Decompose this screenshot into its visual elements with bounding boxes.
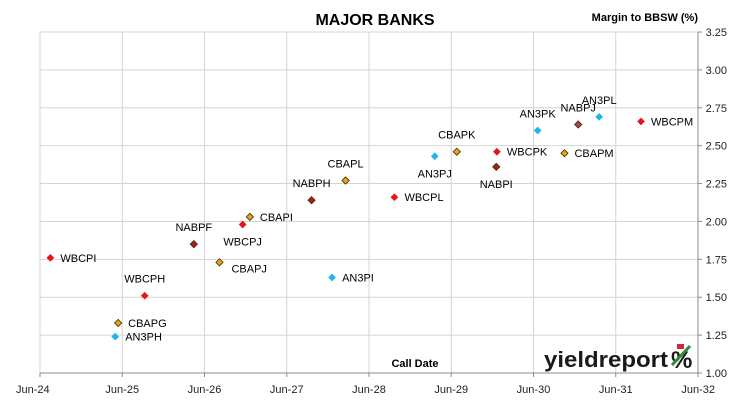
point-label-wbcpl: WBCPL <box>404 192 443 204</box>
yieldreport-logo: yieldreport % <box>544 344 692 374</box>
point-label-nabpf: NABPF <box>175 222 212 234</box>
point-label-cbapm: CBAPM <box>574 148 613 160</box>
x-tick-label: Jun-31 <box>599 384 633 396</box>
point-cbapj <box>215 258 224 267</box>
y-tick-label: 2.25 <box>706 179 727 191</box>
point-label-an3pl: AN3PL <box>582 95 617 107</box>
x-tick-label: Jun-30 <box>517 384 551 396</box>
point-an3pi <box>328 273 337 282</box>
point-nabpf <box>189 240 198 249</box>
point-label-nabph: NABPH <box>293 178 331 190</box>
point-wbcpi <box>46 253 55 262</box>
point-label-wbcph: WBCPH <box>124 274 165 286</box>
gridlines <box>39 31 699 374</box>
logo-text: yieldreport <box>544 347 669 372</box>
point-cbapl <box>341 176 350 185</box>
point-wbcpm <box>637 117 645 126</box>
point-an3pk <box>533 126 542 135</box>
point-cbapi <box>245 212 255 222</box>
x-axis-title: Call Date <box>391 358 438 370</box>
point-label-cbapj: CBAPJ <box>231 263 266 275</box>
point-label-nabpj: NABPJ <box>560 102 595 114</box>
point-cbapm <box>560 149 569 158</box>
x-tick-label: Jun-25 <box>105 384 139 396</box>
x-tick-label: Jun-27 <box>270 384 304 396</box>
y-tick-label: 3.00 <box>706 65 727 77</box>
x-tick-label: Jun-26 <box>188 384 222 396</box>
y-tick-label: 2.50 <box>706 141 727 153</box>
x-tick-label: Jun-28 <box>352 384 386 396</box>
x-tick-label: Jun-29 <box>434 384 468 396</box>
y-axis-title: Margin to BBSW (%) <box>592 12 699 24</box>
point-nabpj <box>574 120 583 129</box>
point-label-an3pj: AN3PJ <box>418 168 452 180</box>
y-tick-label: 3.25 <box>706 27 727 39</box>
point-label-wbcpk: WBCPK <box>507 147 548 159</box>
point-label-nabpi: NABPI <box>480 179 513 191</box>
point-label-cbapk: CBAPK <box>438 130 476 142</box>
axes <box>39 31 702 377</box>
tick-labels: 1.00 1.25 1.50 1.75 2.00 2.25 2.50 2.75 3.00 3.25… <box>16 27 727 396</box>
point-label-wbcpi: WBCPI <box>60 253 96 265</box>
point-label-wbcpj: WBCPJ <box>223 236 262 248</box>
y-tick-label: 1.50 <box>706 292 727 304</box>
x-tick-label: Jun-32 <box>681 384 715 396</box>
point-label-wbcpm: WBCPM <box>651 116 693 128</box>
point-label-cbapg: CBAPG <box>128 318 167 330</box>
point-nabph <box>307 196 316 205</box>
point-cbapg <box>113 318 123 328</box>
point-label-cbapi: CBAPI <box>260 212 293 224</box>
point-label-an3pk: AN3PK <box>520 109 557 121</box>
data-points <box>46 112 645 341</box>
point-label-an3ph: AN3PH <box>125 332 162 344</box>
y-tick-label: 1.25 <box>706 330 727 342</box>
point-labels: WBCPI CBAPG AN3PH WBCPH NABPF CBAPJ WBCPJ CBAPI… <box>60 95 693 344</box>
point-an3ph <box>111 332 120 341</box>
y-tick-label: 1.00 <box>706 368 727 380</box>
y-tick-label: 2.00 <box>706 216 727 228</box>
svg-text:%: % <box>671 347 692 374</box>
x-tick-label: Jun-24 <box>16 384 50 396</box>
y-tick-label: 1.75 <box>706 254 727 266</box>
point-wbcph <box>140 291 149 300</box>
point-an3pj <box>430 152 439 161</box>
point-wbcpj <box>238 220 247 229</box>
point-cbapk <box>452 147 461 156</box>
point-label-an3pi: AN3PI <box>342 273 374 285</box>
y-tick-label: 2.75 <box>706 103 727 115</box>
point-wbcpl <box>390 193 399 202</box>
point-nabpi <box>492 162 501 172</box>
point-wbcpk <box>492 147 501 156</box>
point-an3pl <box>595 112 604 121</box>
point-label-cbapl: CBAPL <box>328 159 364 171</box>
percent-icon: % <box>670 344 692 374</box>
chart-title: MAJOR BANKS <box>315 12 434 29</box>
